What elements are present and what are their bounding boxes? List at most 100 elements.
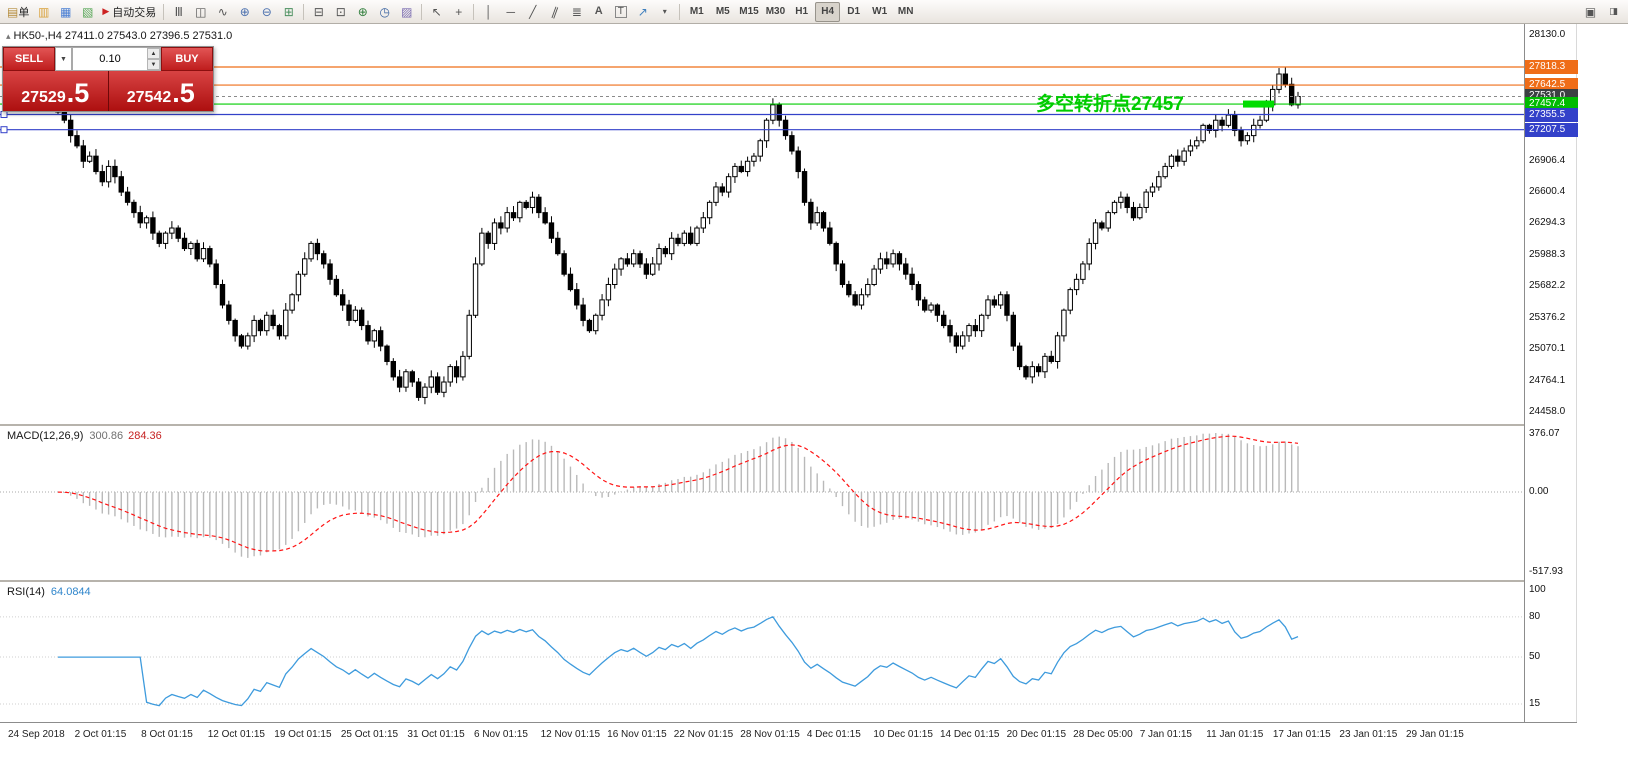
zoom-in-icon[interactable]: ⊕ [239,4,250,19]
timeframe-h1[interactable]: H1 [795,6,809,17]
lot-decrement-button[interactable]: ▼ [147,59,160,70]
sell-price-display[interactable]: 27529.5 [3,71,109,111]
price-axis-label: 26600.4 [1529,186,1566,198]
timeframe-h4[interactable]: H4 [815,1,841,22]
timeframe-mn[interactable]: MN [897,6,914,17]
time-axis[interactable]: 24 Sep 2018 2 Oct 01:15 8 Oct 01:15 12 Oct … [0,722,1577,746]
buy-price-main: 27542 [126,89,172,106]
time-label: 31 Oct 01:15 [407,729,465,740]
indicators-icon[interactable]: ⊕ [357,4,368,19]
chart-marker-icon: ▴ [6,31,11,41]
charts-icon[interactable]: ▥ [38,4,50,19]
fibonacci-icon[interactable]: ≣ [571,4,582,19]
time-label: 22 Nov 01:15 [673,729,734,740]
timeframe-m1[interactable]: M1 [689,6,704,17]
horizontal-line-icon[interactable]: ─ [506,4,516,19]
arrange-icon-1[interactable]: ⊟ [313,4,324,19]
price-axis[interactable]: 28130.0 26906.4 26600.4 26294.3 25988.3 25682… [1524,24,1578,746]
market-watch-icon[interactable]: ▦ [60,4,72,19]
timeframe-m15[interactable]: M15 [739,6,759,17]
timeframe-m5[interactable]: M5 [715,6,730,17]
timeframe-w1[interactable]: W1 [872,6,888,17]
time-label: 14 Dec 01:15 [940,729,1000,740]
time-label: 7 Jan 01:15 [1139,729,1192,740]
toolbar-separator [163,3,165,20]
rsi-indicator-label: RSI(14) 64.0844 [7,586,91,598]
text-label-icon[interactable]: T [610,2,631,22]
arrow-tool-icon[interactable]: ↗ [637,4,648,19]
vertical-line-icon[interactable]: │ [485,4,493,19]
macd-panel[interactable] [0,426,1524,580]
autotrading-label: 自动交易 [112,6,157,19]
toolbar-separator [679,3,681,20]
lot-size-input[interactable] [73,48,160,70]
trendline-icon[interactable]: ╱ [529,4,537,19]
time-label: 12 Nov 01:15 [540,729,601,740]
rsi-axis-label: 100 [1529,584,1546,595]
shapes-dropdown-icon[interactable]: ▾ [662,6,667,16]
buy-price-display[interactable]: 27542.5 [108,71,213,111]
time-label: 20 Dec 01:15 [1006,729,1067,740]
price-axis-label: 25376.2 [1529,311,1566,323]
period-dropdown-icon[interactable]: ◷ [379,4,390,19]
price-axis-label: 26906.4 [1529,154,1566,166]
one-click-trading-panel: SELL ▼ ▲ ▼ BUY 27529.5 27542.5 [2,46,214,112]
time-label: 8 Oct 01:15 [141,729,193,740]
arrange-icon-2[interactable]: ⊡ [335,4,346,19]
toolbar-right-group: ▣ ◨ [1580,2,1624,22]
time-label: 12 Oct 01:15 [207,729,265,740]
svg-text:多空转折点27457: 多空转折点27457 [1036,92,1184,115]
symbol-ohlc-info: ▴ HK50-,H4 27411.0 27543.0 27396.5 27531.… [6,30,233,42]
time-label: 4 Dec 01:15 [806,729,861,740]
macd-indicator-label: MACD(12,26,9) 300.86 284.36 [7,430,162,442]
main-toolbar: ▤ 单 ▥ ▦ ▧ ▶ 自动交易 Ⅲ ◫ ∿ ⊕ ⊖ ⊞ ⊟ ⊡ ⊕ ◷ ▨ ↖… [0,0,1628,24]
price-axis-label: 25682.2 [1529,280,1566,292]
autotrading-button[interactable]: ▶ 自动交易 [99,2,159,22]
text-icon[interactable]: A [594,5,603,17]
macd-axis-label: -517.93 [1529,566,1563,577]
time-label: 24 Sep 2018 [8,729,65,740]
order-type-dropdown[interactable]: ▼ [55,47,72,71]
rsi-panel[interactable] [0,582,1524,722]
time-label: 16 Nov 01:15 [607,729,667,740]
price-badge: 27818.3 [1525,60,1578,74]
line-chart-icon[interactable]: ∿ [217,4,228,19]
window-menu-icon[interactable]: ▣ [1584,4,1597,19]
sell-price-main: 27529 [21,89,66,106]
zoom-out-icon[interactable]: ⊖ [261,4,272,19]
cursor-icon[interactable]: ↖ [431,4,442,19]
time-label: 28 Nov 01:15 [740,729,800,740]
toolbar-separator [303,3,305,20]
time-label: 17 Jan 01:15 [1272,729,1331,740]
timeframe-d1[interactable]: D1 [847,6,861,17]
new-order-button[interactable]: ▤ 单 [4,2,32,22]
sell-price-sup: .5 [66,78,90,108]
price-axis-label: 25070.1 [1529,343,1566,355]
buy-button[interactable]: BUY [161,47,213,71]
price-badge: 27642.5 [1525,78,1578,93]
templates-icon[interactable]: ▨ [401,4,413,19]
toolbar-options-icon[interactable]: ◨ [1609,6,1618,16]
lot-increment-button[interactable]: ▲ [147,48,160,59]
time-label: 28 Dec 05:00 [1073,729,1133,740]
rsi-axis-label: 50 [1529,651,1541,663]
crosshair-icon[interactable]: + [455,4,463,19]
new-order-label: 单 [18,6,30,19]
chevron-down-icon: ▼ [60,55,67,63]
tile-windows-icon[interactable]: ⊞ [283,4,294,19]
time-label: 23 Jan 01:15 [1339,729,1398,740]
timeframe-m30[interactable]: M30 [765,6,786,17]
channel-icon[interactable]: ∥ [549,3,560,20]
new-order-icon: ▤ [7,4,19,19]
sell-button[interactable]: SELL [3,47,55,71]
bars-chart-icon[interactable]: Ⅲ [174,4,183,19]
time-label: 29 Jan 01:15 [1406,729,1464,740]
pane-separator[interactable] [0,580,1577,582]
candlestick-chart[interactable]: 多空转折点27457 [0,24,1524,424]
pane-separator[interactable] [0,424,1577,426]
candlestick-chart-icon[interactable]: ◫ [195,4,207,19]
macd-axis-label: 0.00 [1529,486,1549,498]
price-badge: 27207.5 [1525,122,1578,137]
navigator-icon[interactable]: ▧ [82,4,94,19]
chart-window: ▴ HK50-,H4 27411.0 27543.0 27396.5 27531.… [0,24,1628,746]
